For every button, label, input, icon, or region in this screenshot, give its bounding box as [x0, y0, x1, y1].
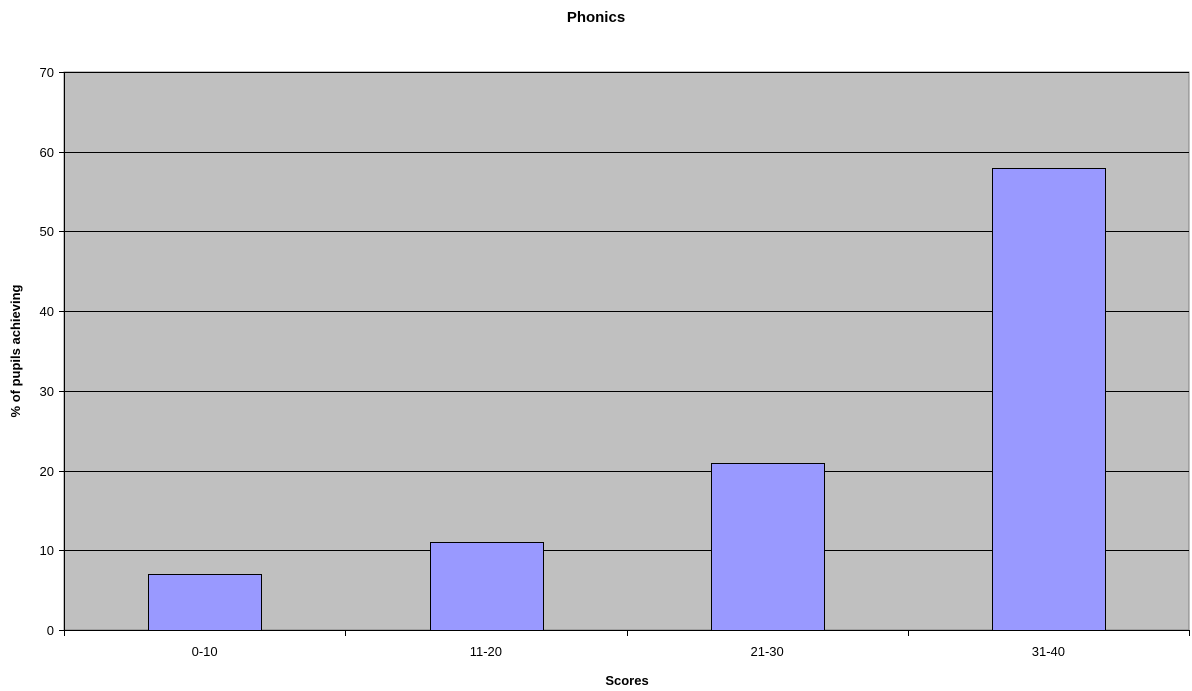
bar-11-20 [430, 542, 544, 631]
x-tick-label: 21-30 [751, 644, 784, 659]
x-axis-label: Scores [605, 673, 648, 688]
y-tick-label: 60 [40, 145, 54, 160]
x-tick-label: 31-40 [1032, 644, 1065, 659]
chart-title: Phonics [567, 9, 625, 26]
bar-31-40 [992, 168, 1106, 631]
y-tick-label: 50 [40, 224, 54, 239]
plot-area: 0 10 20 30 40 50 60 70 0-10 11-20 21-30 31-40 [40, 65, 1190, 659]
bar-0-10 [148, 574, 262, 631]
y-tick-label: 10 [40, 543, 54, 558]
y-axis-label: % of pupils achieving [8, 284, 23, 417]
y-tick-label: 70 [40, 65, 54, 80]
x-tick-label: 11-20 [470, 644, 502, 659]
y-tick-label: 40 [40, 304, 54, 319]
y-tick-label: 20 [40, 464, 54, 479]
bar-21-30 [711, 463, 825, 631]
y-tick-label: 30 [40, 384, 54, 399]
y-tick-label: 0 [47, 623, 54, 638]
x-tick-label: 0-10 [192, 644, 218, 659]
